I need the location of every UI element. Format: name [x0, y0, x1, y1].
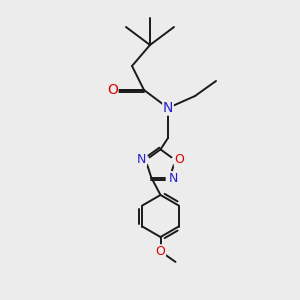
Text: N: N	[169, 172, 178, 185]
Text: O: O	[107, 83, 118, 97]
Text: N: N	[163, 101, 173, 115]
Text: N: N	[137, 153, 146, 166]
Text: O: O	[174, 153, 184, 166]
Text: O: O	[156, 245, 165, 258]
